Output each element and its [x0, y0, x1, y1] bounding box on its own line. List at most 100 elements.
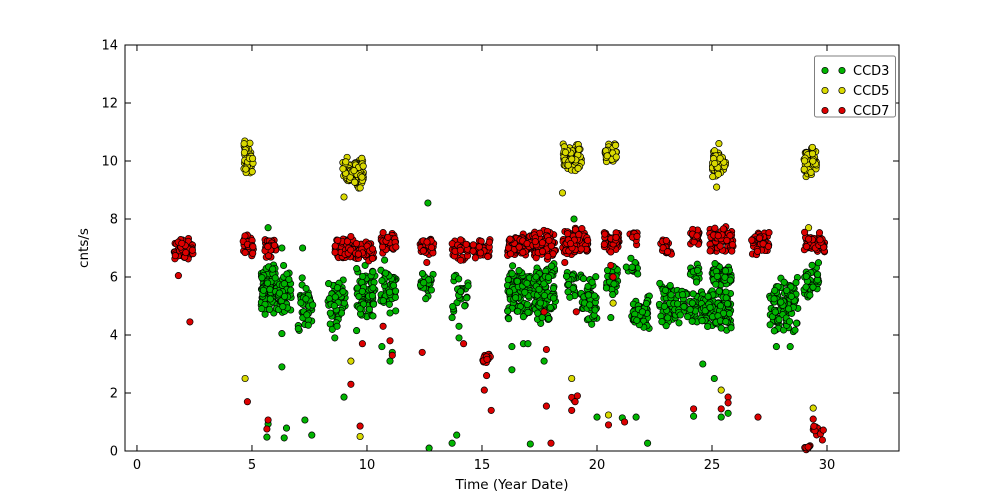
y-tick-label: 10: [101, 155, 118, 170]
data-point-ccd3: [592, 273, 600, 281]
data-point-ccd7: [544, 252, 552, 260]
data-point-ccd3: [521, 288, 529, 296]
data-point-ccd3: [546, 303, 554, 312]
data-point-ccd7: [724, 399, 732, 407]
data-point-ccd3: [275, 289, 284, 297]
data-point-ccd5: [558, 189, 567, 197]
data-point-ccd5: [359, 162, 367, 170]
data-point-ccd3: [365, 305, 373, 313]
data-point-ccd3: [711, 260, 719, 268]
data-point-ccd7: [748, 236, 756, 244]
data-point-ccd7: [368, 254, 376, 263]
data-point-ccd3: [584, 282, 592, 290]
data-point-ccd7: [485, 238, 493, 246]
data-point-ccd3: [298, 274, 306, 282]
data-point-ccd3: [378, 343, 386, 351]
data-point-ccd3: [662, 322, 670, 330]
data-point-ccd3: [701, 307, 709, 315]
data-point-ccd7: [723, 236, 731, 245]
data-point-ccd7: [609, 273, 617, 281]
data-point-ccd7: [186, 318, 194, 326]
data-point-ccd7: [542, 402, 550, 410]
data-point-ccd5: [241, 374, 249, 383]
data-point-ccd5: [242, 165, 250, 173]
data-point-ccd3: [570, 215, 578, 223]
data-point-ccd3: [717, 413, 725, 421]
data-point-ccd3: [369, 284, 377, 292]
data-point-ccd7: [607, 261, 615, 269]
data-point-ccd7: [755, 234, 764, 242]
legend-label: CCD5: [853, 84, 889, 99]
data-point-ccd7: [457, 256, 465, 264]
data-point-ccd3: [515, 267, 523, 275]
data-point-ccd7: [487, 406, 495, 414]
data-point-ccd7: [475, 243, 483, 251]
data-point-ccd3: [258, 274, 266, 282]
data-point-ccd3: [664, 314, 672, 322]
data-point-ccd7: [182, 249, 190, 257]
data-point-ccd3: [278, 244, 286, 252]
data-point-ccd7: [531, 238, 539, 246]
x-tick-label: 20: [589, 458, 606, 473]
data-point-ccd5: [342, 158, 350, 166]
data-point-ccd7: [600, 240, 608, 248]
data-point-ccd7: [818, 436, 826, 444]
data-point-ccd3: [386, 288, 394, 296]
data-point-ccd3: [777, 298, 785, 306]
data-point-ccd7: [419, 247, 427, 255]
data-point-ccd3: [457, 287, 465, 296]
data-point-ccd3: [634, 270, 642, 278]
legend-marker-icon: [821, 66, 829, 75]
y-tick-label: 4: [110, 329, 118, 344]
data-point-ccd3: [706, 303, 714, 312]
data-point-ccd3: [504, 307, 512, 315]
data-point-ccd7: [507, 250, 515, 258]
data-point-ccd5: [800, 165, 808, 173]
data-point-ccd3: [514, 307, 522, 315]
data-point-ccd7: [386, 337, 394, 345]
plot-frame: [124, 44, 900, 452]
data-point-ccd5: [809, 404, 817, 412]
data-point-ccd7: [567, 240, 575, 248]
data-point-ccd3: [385, 300, 393, 308]
data-point-ccd7: [356, 422, 364, 430]
data-point-ccd3: [455, 322, 463, 330]
data-point-ccd7: [480, 386, 488, 394]
data-point-ccd7: [765, 229, 773, 237]
data-point-ccd3: [814, 270, 822, 278]
data-point-ccd3: [302, 295, 310, 303]
legend-marker-icon: [821, 106, 829, 115]
y-axis-label: cnts/s: [76, 228, 92, 268]
data-point-ccd7: [693, 232, 701, 240]
data-point-ccd7: [484, 253, 492, 261]
x-tick-labels: 0 5 10 15 20 25 30: [133, 458, 835, 473]
data-point-ccd7: [171, 252, 179, 260]
data-point-ccd3: [264, 224, 272, 232]
data-point-ccd3: [424, 199, 432, 207]
data-point-ccd7: [519, 248, 527, 256]
data-point-ccd3: [382, 269, 390, 277]
data-point-ccd7: [540, 308, 548, 316]
series-ccd5: [240, 137, 821, 441]
data-point-ccd3: [361, 261, 369, 269]
data-point-ccd7: [564, 230, 572, 238]
data-point-ccd3: [278, 363, 286, 371]
x-tick-label: 5: [248, 458, 256, 473]
data-point-ccd3: [455, 275, 463, 283]
data-point-ccd3: [545, 315, 553, 323]
data-point-ccd3: [787, 292, 796, 300]
data-point-ccd3: [524, 340, 532, 348]
data-point-ccd3: [325, 280, 333, 288]
data-point-ccd5: [612, 141, 620, 149]
legend: CCD3 CCD5 CCD7: [814, 55, 896, 119]
data-point-ccd3: [258, 305, 266, 313]
data-point-ccd7: [753, 247, 762, 255]
data-point-ccd7: [716, 242, 724, 250]
x-tick-label: 15: [474, 458, 491, 473]
data-point-ccd7: [664, 248, 672, 256]
data-point-ccd3: [299, 244, 307, 252]
data-point-ccd3: [770, 295, 778, 303]
data-point-ccd7: [456, 246, 464, 254]
data-point-ccd7: [457, 236, 465, 244]
